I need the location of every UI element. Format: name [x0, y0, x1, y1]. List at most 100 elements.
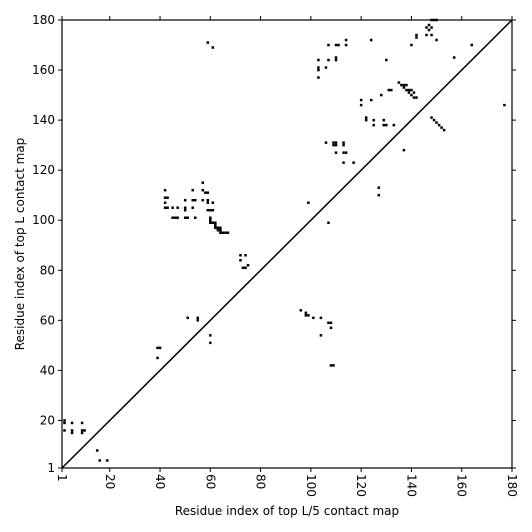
contact: [201, 188, 205, 192]
contact: [304, 314, 308, 317]
contact: [224, 231, 227, 234]
contact: [304, 311, 308, 315]
contact: [412, 96, 416, 99]
contact: [206, 201, 210, 204]
contact: [166, 196, 169, 199]
contact: [209, 334, 212, 337]
contact: [196, 316, 200, 320]
contact: [364, 116, 368, 119]
contact: [427, 28, 431, 32]
contact: [201, 198, 205, 202]
contact: [191, 198, 194, 202]
y-axis-label: Residue index of top L contact map: [13, 138, 27, 351]
contact: [163, 201, 167, 204]
contact: [342, 141, 345, 144]
contact: [219, 226, 222, 229]
contact: [359, 103, 363, 107]
contact: [327, 43, 330, 47]
contact: [407, 91, 411, 94]
contact: [503, 103, 506, 107]
contact: [163, 196, 167, 199]
contact: [334, 56, 338, 59]
contact: [344, 151, 348, 154]
contact: [163, 188, 167, 192]
y-tick-label: 40: [40, 363, 55, 377]
contact: [415, 96, 418, 99]
x-tick-label: 100: [304, 474, 318, 497]
contact: [158, 346, 162, 350]
contact: [221, 231, 225, 234]
contact: [211, 221, 215, 224]
contact: [209, 208, 212, 212]
contact: [63, 429, 66, 432]
contact: [390, 88, 393, 92]
contact: [211, 208, 215, 212]
contact: [219, 228, 222, 232]
contact: [415, 33, 418, 37]
contact: [211, 46, 215, 49]
contact: [435, 121, 438, 124]
contact: [324, 141, 328, 144]
contact: [186, 216, 189, 219]
contact: [332, 143, 335, 147]
contact: [412, 91, 416, 94]
contact: [216, 226, 220, 229]
contact: [344, 43, 348, 47]
contact: [312, 316, 315, 320]
contact: [163, 206, 167, 209]
contact: [317, 66, 320, 69]
contact: [402, 83, 406, 87]
contact: [400, 83, 403, 87]
diagonal: [61, 19, 513, 469]
contact: [171, 216, 174, 219]
contact: [80, 431, 84, 435]
contact: [382, 123, 386, 127]
contact: [329, 364, 333, 367]
contact: [196, 319, 200, 322]
contact: [377, 193, 381, 197]
y-tick-label: 180: [32, 13, 55, 27]
contact: [183, 206, 187, 209]
contact: [410, 88, 413, 92]
contact: [206, 41, 210, 44]
contact: [344, 38, 348, 42]
x-tick-label: 20: [103, 474, 117, 489]
contact: [209, 341, 212, 345]
contact: [342, 161, 345, 164]
contact: [324, 66, 328, 69]
contact: [239, 254, 242, 257]
contact: [380, 93, 383, 97]
contact: [452, 56, 456, 59]
x-tick-label: 80: [254, 474, 268, 489]
x-axis-label: Residue index of top L/5 contact map: [175, 504, 399, 518]
contact: [334, 43, 338, 47]
contact: [332, 364, 335, 367]
contact: [405, 83, 408, 87]
contact: [387, 88, 391, 92]
contact: [209, 216, 212, 219]
contact: [80, 421, 84, 425]
contact: [352, 161, 355, 164]
contact: [377, 186, 381, 189]
contact: [425, 26, 428, 29]
y-tick-label: 160: [32, 63, 55, 77]
y-tick-label: 140: [32, 113, 55, 127]
contact: [329, 326, 333, 330]
y-tick-label: 120: [32, 163, 55, 177]
contact: [327, 221, 330, 224]
contact: [206, 198, 210, 202]
contact: [435, 38, 438, 42]
x-tick-label: 1: [55, 474, 69, 482]
contact: [319, 334, 323, 337]
contact: [299, 309, 303, 312]
contact: [359, 98, 363, 102]
contact: [369, 98, 373, 102]
contact: [95, 449, 99, 452]
contact: [186, 316, 189, 320]
contact: [430, 33, 433, 37]
plot-area: [63, 18, 506, 462]
contact: [415, 36, 418, 39]
contact: [98, 459, 101, 462]
x-tick-label: 40: [153, 474, 167, 489]
contact: [334, 58, 338, 62]
